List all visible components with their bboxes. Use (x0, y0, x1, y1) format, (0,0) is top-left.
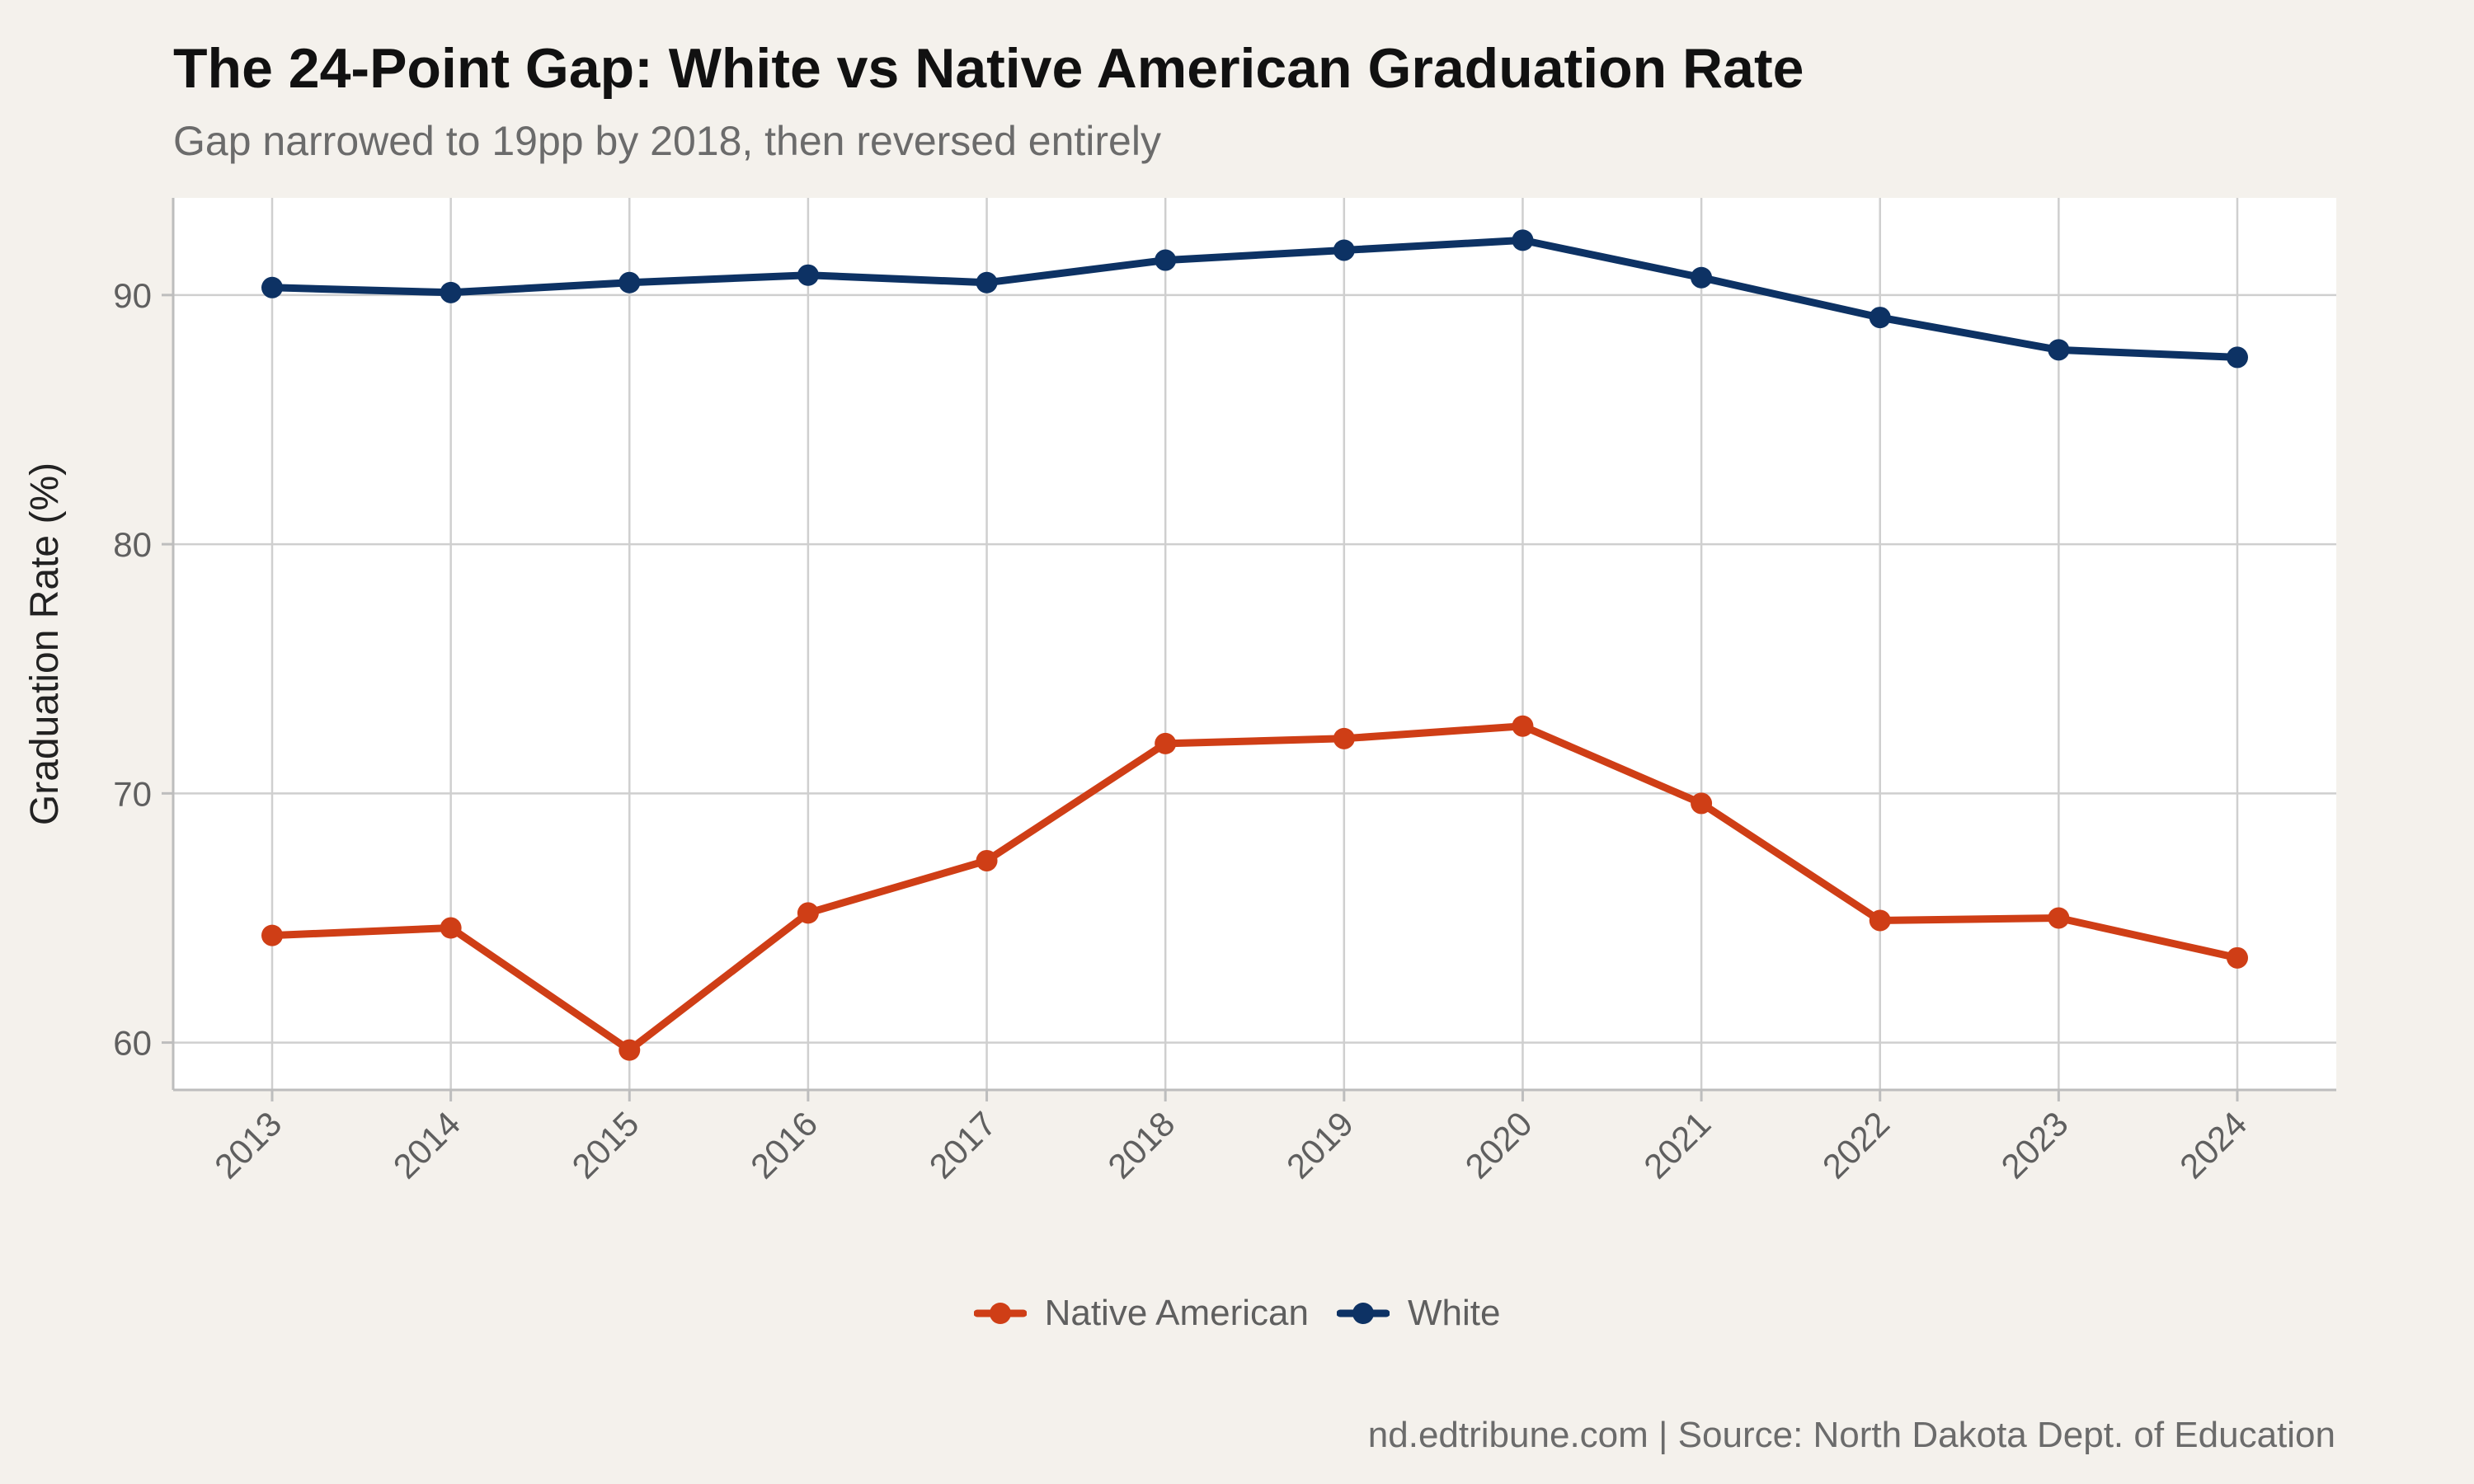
legend-key-point (989, 1303, 1011, 1324)
chart-title: The 24-Point Gap: White vs Native Americ… (173, 37, 1804, 100)
legend: Native American White (0, 1293, 2474, 1334)
x-tick-label: 2019 (1279, 1104, 1361, 1186)
series-lines (268, 236, 2241, 1054)
data-point-native-american (1333, 727, 1355, 749)
x-tick-label: 2023 (1993, 1104, 2075, 1186)
legend-item-white: White (1336, 1293, 1501, 1334)
x-tick-label: 2022 (1815, 1104, 1897, 1186)
data-point-white (261, 276, 283, 298)
legend-item-native-american: Native American (973, 1293, 1309, 1334)
x-tick-label: 2017 (922, 1104, 1004, 1186)
data-point-native-american (440, 917, 462, 939)
data-point-white (1691, 266, 1713, 289)
series-points (261, 229, 2248, 1061)
data-point-native-american (261, 924, 283, 946)
data-point-white (1512, 229, 1534, 251)
x-tick-label: 2016 (743, 1104, 825, 1186)
data-point-white (2048, 339, 2070, 361)
legend-label: White (1407, 1293, 1501, 1333)
y-tick-label: 70 (113, 774, 152, 813)
data-point-native-american (2048, 907, 2070, 929)
data-point-white (1869, 307, 1891, 329)
data-point-native-american (2227, 946, 2248, 969)
data-point-white (976, 271, 998, 294)
source-caption: nd.edtribune.com | Source: North Dakota … (1367, 1415, 2335, 1455)
y-axis-label: Graduation Rate (%) (23, 463, 67, 825)
y-tick-label: 80 (113, 525, 152, 564)
data-point-white (2227, 346, 2248, 369)
x-tick-label: 2018 (1100, 1104, 1182, 1186)
y-tick-label: 90 (113, 276, 152, 315)
axes (162, 198, 2336, 1101)
data-point-native-american (1512, 715, 1534, 737)
legend-key (1336, 1303, 1390, 1324)
data-point-white (440, 281, 462, 303)
x-tick-labels: 2013 2014 2015 2016 2017 2018 2019 2020 2021 2022… (207, 1104, 2254, 1186)
data-point-white (1333, 239, 1355, 261)
legend-key-point (1352, 1303, 1374, 1324)
x-tick-label: 2014 (386, 1104, 468, 1186)
legend-label: Native American (1044, 1293, 1309, 1333)
legend-key (973, 1303, 1027, 1324)
chart-subtitle: Gap narrowed to 19pp by 2018, then rever… (173, 118, 1161, 164)
y-tick-label: 60 (113, 1024, 152, 1063)
data-point-native-american (976, 849, 998, 871)
data-point-native-american (1869, 909, 1891, 932)
data-point-native-american (797, 902, 819, 924)
plot-panel (173, 198, 2336, 1090)
y-tick-labels: 60 70 80 90 (113, 276, 152, 1063)
x-tick-label: 2024 (2172, 1104, 2254, 1186)
data-point-white (1155, 249, 1177, 271)
data-point-white (797, 264, 819, 286)
data-point-native-american (1691, 792, 1713, 815)
x-tick-label: 2015 (564, 1104, 646, 1186)
series-line-white (268, 236, 2241, 361)
x-tick-label: 2020 (1458, 1104, 1540, 1186)
x-tick-label: 2021 (1636, 1104, 1718, 1186)
series-line-native-american (268, 722, 2241, 1054)
data-point-white (618, 271, 641, 294)
data-point-native-american (1155, 732, 1177, 754)
x-tick-label: 2013 (207, 1104, 289, 1186)
data-point-native-american (618, 1039, 641, 1061)
